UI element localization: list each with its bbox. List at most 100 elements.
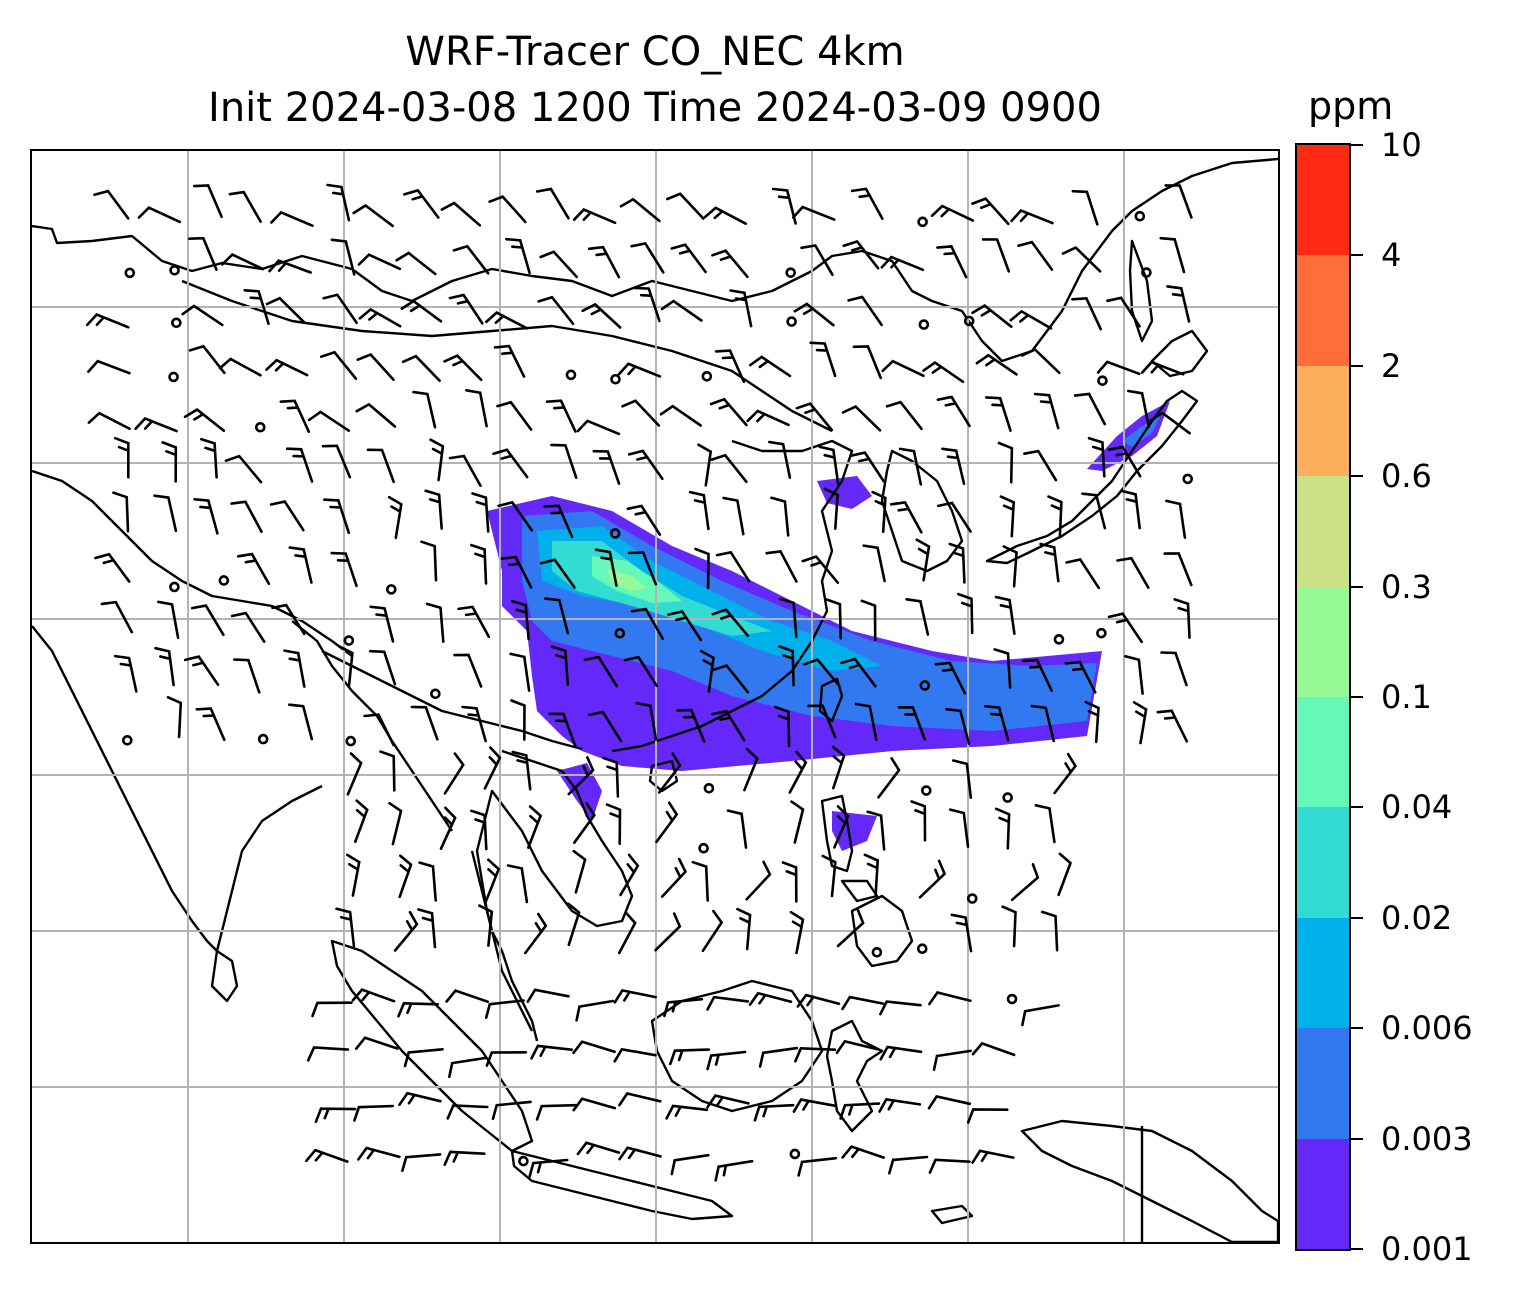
wind-barb <box>852 345 882 380</box>
wind-barb <box>493 344 526 378</box>
wind-barb <box>483 746 502 790</box>
wind-barb <box>424 489 443 530</box>
wind-barb <box>862 544 886 583</box>
wind-barb <box>443 354 483 382</box>
calm-wind-marker <box>171 317 182 329</box>
wind-barb <box>660 857 687 898</box>
wind-barb <box>657 752 682 794</box>
wind-barb <box>927 1095 972 1110</box>
wind-barb <box>307 410 351 432</box>
hainan <box>648 759 679 793</box>
colorbar-tick-label: 0.006 <box>1381 1009 1473 1048</box>
wind-barb <box>379 750 396 792</box>
wind-barb <box>453 653 483 688</box>
wind-barb <box>627 551 658 586</box>
wind-barb <box>618 1092 662 1107</box>
wind-barb <box>1160 651 1188 687</box>
colorbar-tick-label: 0.3 <box>1381 567 1432 606</box>
map-panel[interactable] <box>30 149 1280 1244</box>
wind-barb <box>1127 389 1151 428</box>
wind-barb <box>618 1146 662 1161</box>
india-coast <box>32 625 323 953</box>
philippines-visayas <box>840 879 879 903</box>
wind-barb <box>697 443 713 487</box>
wind-barb <box>1165 499 1187 539</box>
wind-barb <box>928 1158 971 1174</box>
wind-barb <box>265 296 306 324</box>
wind-barb <box>654 912 682 952</box>
wind-barb <box>746 409 790 427</box>
calm-wind-marker <box>609 528 621 539</box>
wind-barb <box>322 293 358 325</box>
wind-barb <box>712 664 750 694</box>
calm-wind-marker <box>920 785 932 796</box>
wind-barb <box>417 908 437 949</box>
wind-barb <box>796 993 841 1008</box>
chart-title-line2: Init 2024-03-08 1200 Time 2024-03-09 090… <box>208 85 1102 131</box>
wind-barb <box>335 907 356 948</box>
wind-barb <box>594 548 618 587</box>
wind-barb <box>323 498 351 535</box>
wind-barb <box>966 1108 1009 1124</box>
wind-barb <box>354 799 369 843</box>
wind-barb <box>932 1049 972 1071</box>
wind-barb <box>948 542 966 584</box>
wind-barb <box>703 206 747 225</box>
wind-barb <box>506 864 529 904</box>
calm-wind-marker <box>1096 627 1107 639</box>
wind-barb <box>572 1040 616 1055</box>
wind-barb <box>100 600 134 634</box>
coastlines <box>32 157 1278 1242</box>
colorbar-tick <box>1351 1137 1363 1140</box>
wind-barb <box>269 500 305 532</box>
wind-barb <box>545 399 577 433</box>
wind-barb <box>137 206 182 224</box>
wind-barb <box>626 504 662 536</box>
wind-barb <box>491 1100 532 1120</box>
wind-barb <box>971 1041 1016 1057</box>
wind-barb <box>688 490 710 531</box>
wind-barb <box>871 490 887 534</box>
wind-barb <box>879 1045 923 1061</box>
colorbar-segment <box>1297 917 1349 1029</box>
wind-barb <box>228 190 262 223</box>
calm-wind-marker <box>1097 375 1108 386</box>
wind-barb <box>195 707 226 742</box>
wind-barb <box>1140 360 1185 376</box>
wind-barb <box>888 1155 929 1175</box>
wind-barb <box>994 807 1011 850</box>
colorbar-tick-label: 0.001 <box>1381 1230 1473 1268</box>
wind-barb <box>774 705 791 748</box>
wind-barb <box>918 859 947 899</box>
wind-barb <box>975 353 1018 376</box>
wind-barb <box>889 500 923 534</box>
wind-barb <box>535 187 570 220</box>
colorbar-segment <box>1297 1028 1349 1139</box>
calm-wind-marker <box>343 635 355 646</box>
indochina-coast <box>475 749 634 1032</box>
new-guinea <box>1020 1119 1278 1242</box>
colorbar-segments <box>1297 144 1349 1249</box>
wind-barb <box>789 910 805 955</box>
wind-barb <box>758 1046 799 1068</box>
wind-barb <box>448 1056 488 1079</box>
wind-barb <box>161 441 178 483</box>
wind-barb <box>485 311 529 330</box>
wind-barb <box>368 649 397 686</box>
wind-barb <box>439 806 457 850</box>
wind-barb <box>984 396 1012 432</box>
calm-wind-marker <box>565 369 577 381</box>
wind-barb <box>748 991 793 1006</box>
wind-barb <box>1166 285 1191 323</box>
wind-barb <box>1001 905 1017 948</box>
wind-barb <box>619 197 661 223</box>
colorbar-tick <box>1351 475 1363 478</box>
philippines-mindanao <box>850 894 914 968</box>
wind-barb <box>188 236 218 271</box>
wind-barb <box>922 361 965 384</box>
wind-barb <box>85 313 130 329</box>
colorbar-segment <box>1297 807 1349 918</box>
wind-barb <box>400 299 443 323</box>
wind-barb <box>113 654 138 693</box>
wind-barb <box>711 249 749 279</box>
